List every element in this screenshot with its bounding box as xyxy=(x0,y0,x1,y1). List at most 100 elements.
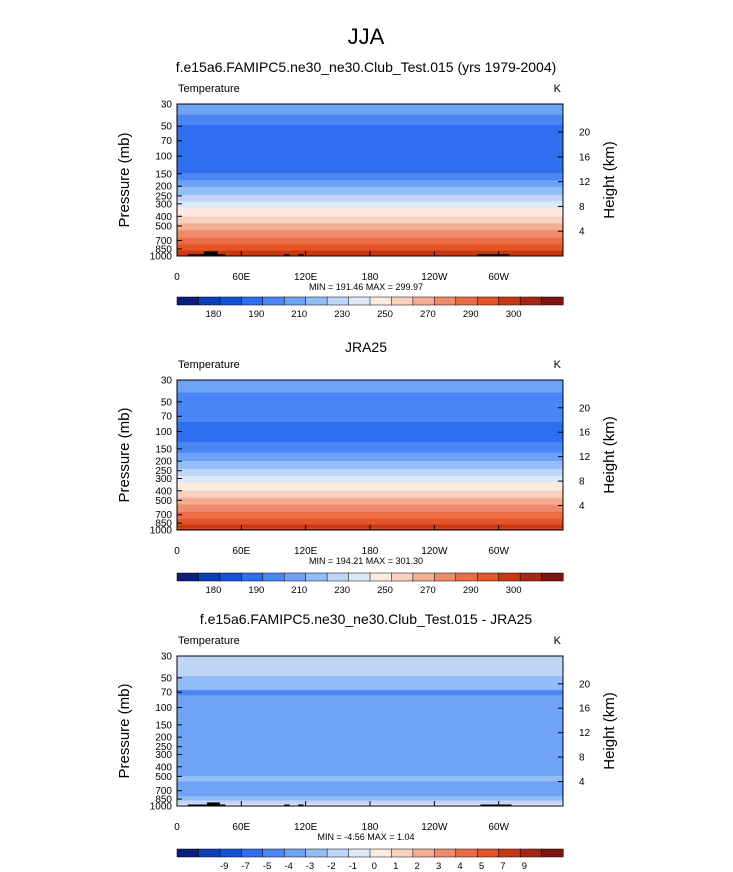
contour-band xyxy=(177,781,563,797)
colorbar-label: -3 xyxy=(306,861,314,872)
y-tick-label: 300 xyxy=(155,750,172,761)
contour-band xyxy=(177,421,563,443)
y-tick-label: 70 xyxy=(161,136,173,147)
colorbar-box xyxy=(498,848,521,858)
colorbar-box xyxy=(412,572,435,582)
y-tick-label: 70 xyxy=(161,688,173,699)
units-label: K xyxy=(554,83,562,95)
figure-title: JJA xyxy=(348,24,385,49)
colorbar-box xyxy=(412,848,435,858)
colorbar-box xyxy=(176,848,199,858)
y-tick-label: 100 xyxy=(155,703,172,714)
x-tick-label: 180 xyxy=(362,822,379,833)
colorbar-box xyxy=(241,296,264,306)
colorbar-box xyxy=(198,572,221,582)
colorbar-box xyxy=(541,296,564,306)
y-tick-label: 70 xyxy=(161,412,173,423)
colorbar-label: 300 xyxy=(506,585,522,596)
colorbar-box xyxy=(348,296,371,306)
colorbar-box xyxy=(476,572,500,582)
colorbar-label: -7 xyxy=(241,861,249,872)
contour-band xyxy=(177,468,563,477)
colorbar-box xyxy=(369,572,392,582)
panel-3: f.e15a6.FAMIPC5.ne30_ne30.Club_Test.015 … xyxy=(116,611,618,872)
colorbar: 180 190 210 230 250 270 290 300 xyxy=(176,296,564,320)
colorbar-label: 9 xyxy=(522,861,527,872)
topography-block xyxy=(284,804,290,806)
colorbar-box xyxy=(262,572,285,582)
x-tick-label: 120W xyxy=(421,272,448,283)
contour-band xyxy=(177,452,563,462)
colorbar-box xyxy=(326,848,350,858)
colorbar-label: 4 xyxy=(457,861,462,872)
y-tick-label: 850 xyxy=(155,795,172,806)
colorbar: -9 -7 -5 -4 -3 -2 -1 0 1 2 3 4 5 7 9 xyxy=(176,848,564,872)
colorbar-label: 7 xyxy=(500,861,505,872)
y-tick-label: 200 xyxy=(155,457,172,468)
y-tick-label: 400 xyxy=(155,762,172,773)
colorbar-label: 250 xyxy=(377,309,393,320)
colorbar-box xyxy=(283,572,307,582)
right-tick-label: 12 xyxy=(579,728,591,739)
panel-title: f.e15a6.FAMIPC5.ne30_ne30.Club_Test.015 … xyxy=(176,59,557,75)
contour-band xyxy=(177,237,563,245)
colorbar: 180 190 210 230 250 270 290 300 xyxy=(176,572,564,596)
right-tick-label: 8 xyxy=(579,477,585,488)
contour-band xyxy=(177,442,563,453)
x-tick-label: 120W xyxy=(421,822,448,833)
contour-band xyxy=(177,104,563,115)
min-max-label: MIN = 191.46 MAX = 299.97 xyxy=(309,282,423,292)
topography-block xyxy=(187,804,208,806)
y-tick-label: 200 xyxy=(155,733,172,744)
colorbar-label: -9 xyxy=(220,861,228,872)
x-tick-label: 60W xyxy=(488,272,509,283)
y-tick-label: 150 xyxy=(155,444,172,455)
y-axis-label: Pressure (mb) xyxy=(116,407,133,502)
right-tick-label: 16 xyxy=(579,704,591,715)
contour-band xyxy=(177,518,563,525)
contour-band xyxy=(177,216,563,224)
colorbar-box xyxy=(326,572,350,582)
y-tick-label: 150 xyxy=(155,720,172,731)
colorbar-box xyxy=(241,572,264,582)
variable-label: Temperature xyxy=(178,359,240,371)
variable-label: Temperature xyxy=(178,83,240,95)
contour-band xyxy=(177,244,563,251)
right-tick-label: 16 xyxy=(579,428,591,439)
y-tick-label: 400 xyxy=(155,212,172,223)
panel-title: f.e15a6.FAMIPC5.ne30_ne30.Club_Test.015 … xyxy=(200,611,533,627)
colorbar-label: 180 xyxy=(206,309,222,320)
right-tick-label: 12 xyxy=(579,452,591,463)
right-axis-label: Height (km) xyxy=(601,141,618,219)
min-max-label: MIN = 194.21 MAX = 301.30 xyxy=(309,556,423,566)
y-tick-label: 1000 xyxy=(150,526,173,537)
contour-band xyxy=(177,180,563,188)
x-tick-label: 180 xyxy=(362,272,379,283)
colorbar-box xyxy=(219,296,242,306)
colorbar-box xyxy=(283,848,307,858)
y-tick-label: 100 xyxy=(155,152,172,163)
topography-block xyxy=(477,254,510,256)
x-tick-label: 0 xyxy=(174,272,180,283)
colorbar-box xyxy=(262,296,285,306)
contour-band xyxy=(177,504,563,512)
colorbar-label: 0 xyxy=(372,861,377,872)
colorbar-label: 290 xyxy=(463,309,479,320)
contour-band xyxy=(177,195,563,202)
colorbar-box xyxy=(412,296,435,306)
colorbar-box xyxy=(219,572,242,582)
y-tick-label: 1000 xyxy=(150,802,173,813)
right-axis-label: Height (km) xyxy=(601,692,618,770)
colorbar-box xyxy=(219,848,242,858)
y-tick-label: 400 xyxy=(155,486,172,497)
colorbar-box xyxy=(305,848,328,858)
variable-label: Temperature xyxy=(178,635,240,647)
contour-band xyxy=(177,695,563,777)
colorbar-label: 270 xyxy=(420,309,436,320)
contour-band xyxy=(177,201,563,208)
y-axis-label: Pressure (mb) xyxy=(116,132,133,227)
panel-title: JRA25 xyxy=(345,339,387,355)
x-tick-label: 60W xyxy=(488,822,509,833)
